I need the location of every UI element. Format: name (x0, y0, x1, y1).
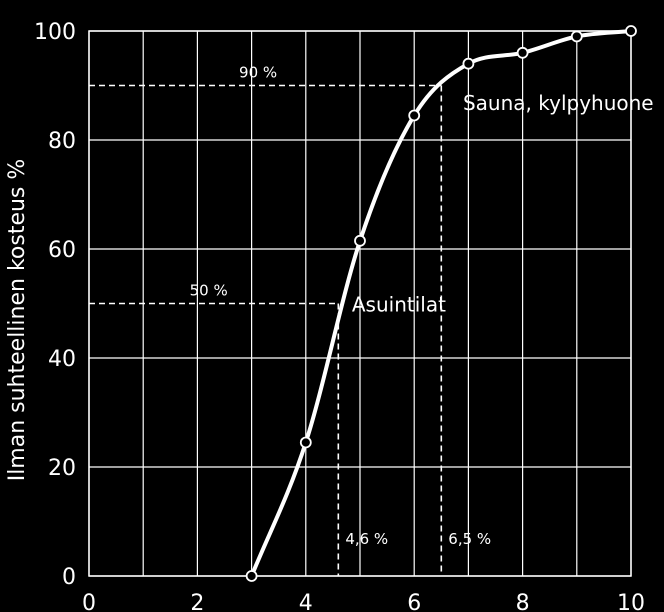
x-tick-label: 10 (617, 591, 645, 612)
data-point (354, 234, 366, 247)
annotations: Asuintilat Sauna, kylpyhuone (352, 91, 654, 317)
curve-annotation: Sauna, kylpyhuone (463, 91, 654, 115)
x-tick-label: 0 (82, 591, 96, 612)
y-tick-label: 60 (48, 238, 76, 263)
y-axis-label: Ilman suhteellinen kosteus % (5, 159, 30, 482)
reference-level-label: 50 % (190, 282, 228, 300)
data-point (245, 570, 258, 582)
y-tick-labels: 0 20 40 60 80 100 (34, 20, 76, 590)
x-tick-label: 4 (299, 591, 313, 612)
y-tick-label: 40 (48, 347, 76, 372)
data-point (408, 109, 421, 122)
chart-grid (88, 30, 632, 577)
data-point (516, 46, 529, 59)
reference-x-label: 6,5 % (448, 530, 491, 548)
y-tick-label: 0 (62, 565, 76, 590)
reference-lines: 50 % 4,6 % 90 % 6,5 % (89, 64, 491, 576)
data-markers (245, 25, 637, 582)
data-point (625, 25, 637, 37)
y-tick-label: 80 (48, 129, 76, 154)
x-tick-labels: 0 2 4 6 8 10 (82, 591, 645, 612)
x-tick-label: 6 (407, 591, 421, 612)
curve-annotation: Asuintilat (352, 293, 446, 317)
y-tick-label: 100 (34, 20, 76, 45)
reference-x-label: 4,6 % (345, 530, 388, 548)
data-point (570, 30, 583, 43)
y-tick-label: 20 (48, 456, 76, 481)
reference-level-label: 90 % (239, 64, 277, 82)
x-tick-label: 8 (516, 591, 530, 612)
x-tick-label: 2 (190, 591, 204, 612)
data-point (299, 436, 312, 449)
data-point (462, 57, 475, 70)
